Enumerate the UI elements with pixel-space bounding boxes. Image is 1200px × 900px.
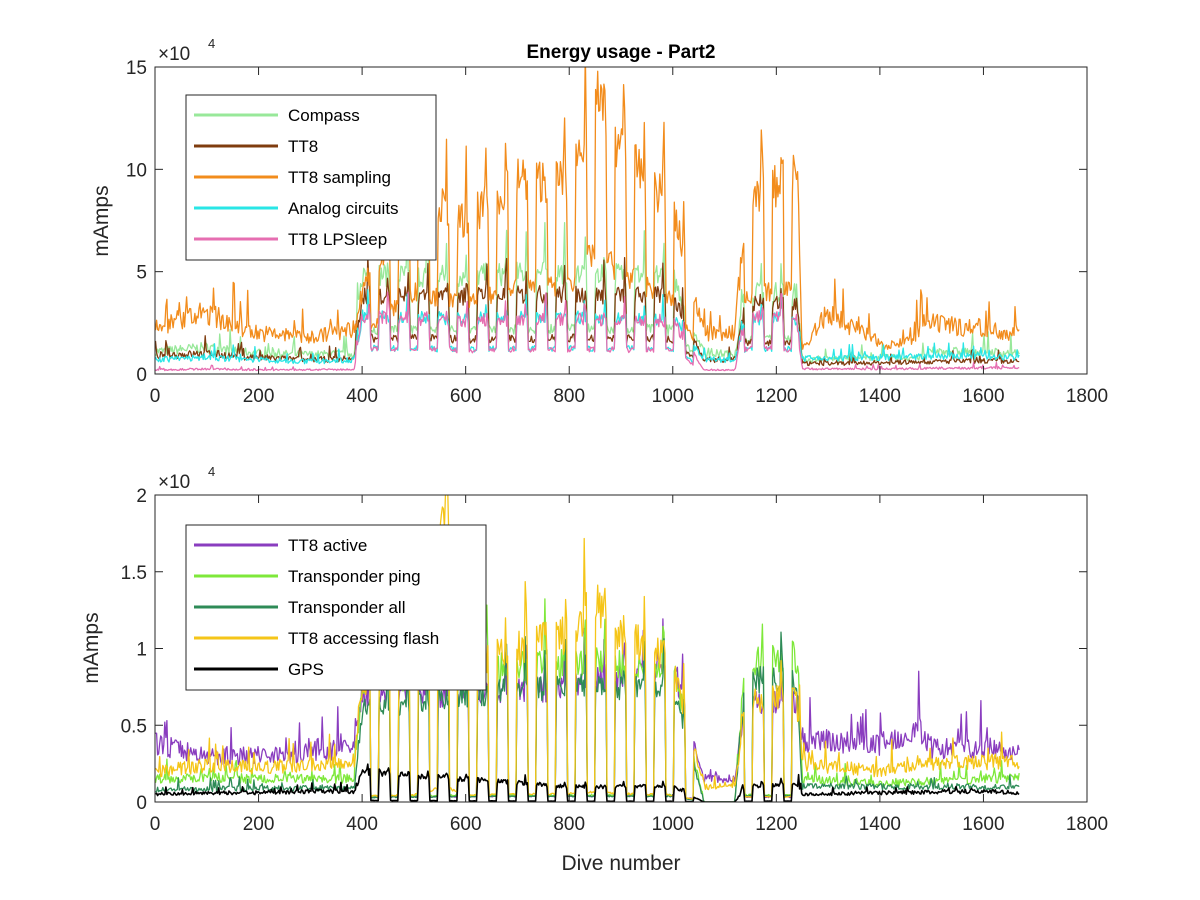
x-ticks-bottom: 0 200 400 600 800 1000 1200 1400 1600 1800 xyxy=(150,495,1108,835)
y-exponent-bottom: ×10 4 xyxy=(158,464,215,493)
x-tick-label: 1600 xyxy=(962,814,1004,835)
x-tick-label: 600 xyxy=(450,814,482,835)
chart-title: Energy usage - Part2 xyxy=(526,42,715,63)
x-tick-label: 800 xyxy=(553,386,585,407)
y-axis-label-top: mAmps xyxy=(90,185,113,256)
x-tick-label: 1400 xyxy=(859,814,901,835)
legend-entry-label: TT8 accessing flash xyxy=(288,629,439,648)
y-exponent-base-bottom: ×10 xyxy=(158,472,190,493)
y-tick-label: 1.5 xyxy=(121,563,147,584)
y-tick-label: 2 xyxy=(136,486,147,507)
x-tick-label: 1000 xyxy=(652,814,694,835)
y-ticks-top: 0 5 10 15 xyxy=(126,58,1087,386)
x-tick-label: 1000 xyxy=(652,386,694,407)
legend-entry-label: Transponder ping xyxy=(288,567,421,586)
series-group-top xyxy=(155,67,1020,372)
x-tick-label: 1200 xyxy=(755,386,797,407)
y-tick-label: 0 xyxy=(136,793,147,814)
series-line-tt8-lpsleep xyxy=(155,291,1020,372)
y-exponent-base-top: ×10 xyxy=(158,44,190,65)
x-tick-label: 200 xyxy=(243,386,275,407)
y-tick-label: 0.5 xyxy=(121,716,147,737)
legend-entry-label: TT8 sampling xyxy=(288,168,391,187)
x-tick-label: 1600 xyxy=(962,386,1004,407)
x-tick-label: 1200 xyxy=(755,814,797,835)
series-group-bottom xyxy=(155,495,1020,802)
legend-entry-label: Analog circuits xyxy=(288,199,399,218)
x-tick-label: 0 xyxy=(150,386,161,407)
plot-frame-top xyxy=(154,66,1088,375)
y-axis-label-bottom: mAmps xyxy=(80,612,103,683)
legend-bottom: TT8 active Transponder ping Transponder al… xyxy=(185,524,487,691)
x-ticks-top: 0 200 400 600 800 1000 1200 1400 1600 1800 xyxy=(150,67,1108,407)
x-tick-label: 0 xyxy=(150,814,161,835)
y-exponent-top: ×10 4 xyxy=(158,36,215,65)
y-exponent-power-top: 4 xyxy=(208,36,215,51)
x-axis-label-bottom: Dive number xyxy=(561,852,680,875)
legend-entry-label: GPS xyxy=(288,660,324,679)
legend-entry-label: TT8 xyxy=(288,137,318,156)
y-tick-label: 5 xyxy=(136,263,147,284)
x-tick-label: 800 xyxy=(553,814,585,835)
legend-entry-label: Transponder all xyxy=(288,598,406,617)
y-exponent-power-bottom: 4 xyxy=(208,464,215,479)
panel-energy-part2-lower: 0 200 400 600 800 1000 1200 1400 1600 1800 0 0.5 1 1… xyxy=(80,464,1108,875)
x-tick-label: 1800 xyxy=(1066,814,1108,835)
legend-top: Compass TT8 TT8 sampling Analog circuits TT8… xyxy=(185,94,437,261)
legend-entry-label: TT8 active xyxy=(288,536,367,555)
legend-box xyxy=(185,524,487,691)
y-tick-label: 15 xyxy=(126,58,147,79)
x-tick-label: 200 xyxy=(243,814,275,835)
legend-entry-label: Compass xyxy=(288,106,360,125)
x-tick-label: 400 xyxy=(346,814,378,835)
series-line-tt8-sampling xyxy=(155,67,1020,350)
panel-energy-part2: 0 200 400 600 800 1000 1200 1400 1600 1800 0 5 10 15… xyxy=(90,36,1108,407)
x-tick-label: 1800 xyxy=(1066,386,1108,407)
legend-entry-label: TT8 LPSleep xyxy=(288,230,387,249)
y-tick-label: 1 xyxy=(136,640,147,661)
x-tick-label: 400 xyxy=(346,386,378,407)
series-line-gps xyxy=(155,763,1020,802)
y-ticks-bottom: 0 0.5 1 1.5 2 xyxy=(121,486,1087,814)
x-tick-label: 600 xyxy=(450,386,482,407)
x-tick-label: 1400 xyxy=(859,386,901,407)
y-tick-label: 0 xyxy=(136,365,147,386)
y-tick-label: 10 xyxy=(126,160,147,181)
